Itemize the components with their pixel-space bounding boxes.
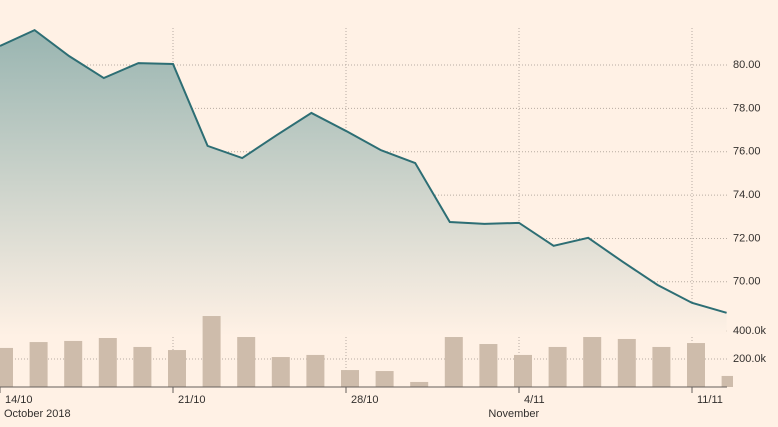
- y-tick-label: 78.00: [733, 102, 761, 114]
- y-tick-label: 76.00: [733, 146, 761, 158]
- volume-bar: [721, 375, 733, 387]
- volume-bar: [583, 337, 602, 387]
- y2-tick-label: 200.0k: [733, 353, 767, 365]
- x-tick-label: 21/10: [178, 394, 206, 406]
- volume-bar: [444, 337, 463, 387]
- volume-bar: [514, 354, 532, 387]
- x-tick-label: 11/11: [697, 394, 723, 406]
- volume-bar: [133, 346, 152, 387]
- volume-bar: [168, 350, 186, 387]
- period-label: October 2018: [4, 408, 71, 420]
- volume-bar: [341, 370, 359, 387]
- volume-bar: [479, 344, 498, 387]
- volume-bar: [64, 340, 83, 387]
- price-line: [0, 28, 727, 314]
- y-tick-label: 70.00: [733, 276, 761, 288]
- y-tick-label: 80.00: [733, 59, 761, 71]
- volume-bar: [652, 346, 671, 387]
- volume-bar: [375, 371, 394, 387]
- x-tick-label: 14/10: [5, 394, 33, 406]
- volume-bar: [202, 316, 221, 387]
- x-tick-label: 4/11: [524, 394, 545, 406]
- volume-bar: [271, 357, 290, 387]
- volume-bar: [306, 354, 325, 387]
- y2-tick-label: 400.0k: [733, 325, 767, 337]
- period-label: November: [488, 408, 539, 420]
- area: [0, 30, 727, 336]
- volume-bar: [410, 381, 429, 387]
- volume-bar: [548, 346, 567, 387]
- volume-bar: [237, 337, 256, 387]
- volume-bar: [0, 347, 13, 387]
- volume-bar: [617, 338, 636, 387]
- volume-bar: [98, 338, 117, 387]
- y-tick-label: 74.00: [733, 189, 761, 201]
- volume-bar: [687, 343, 705, 387]
- y-tick-label: 72.00: [733, 232, 761, 244]
- volume-bar: [29, 342, 48, 387]
- x-tick-label: 28/10: [351, 394, 379, 406]
